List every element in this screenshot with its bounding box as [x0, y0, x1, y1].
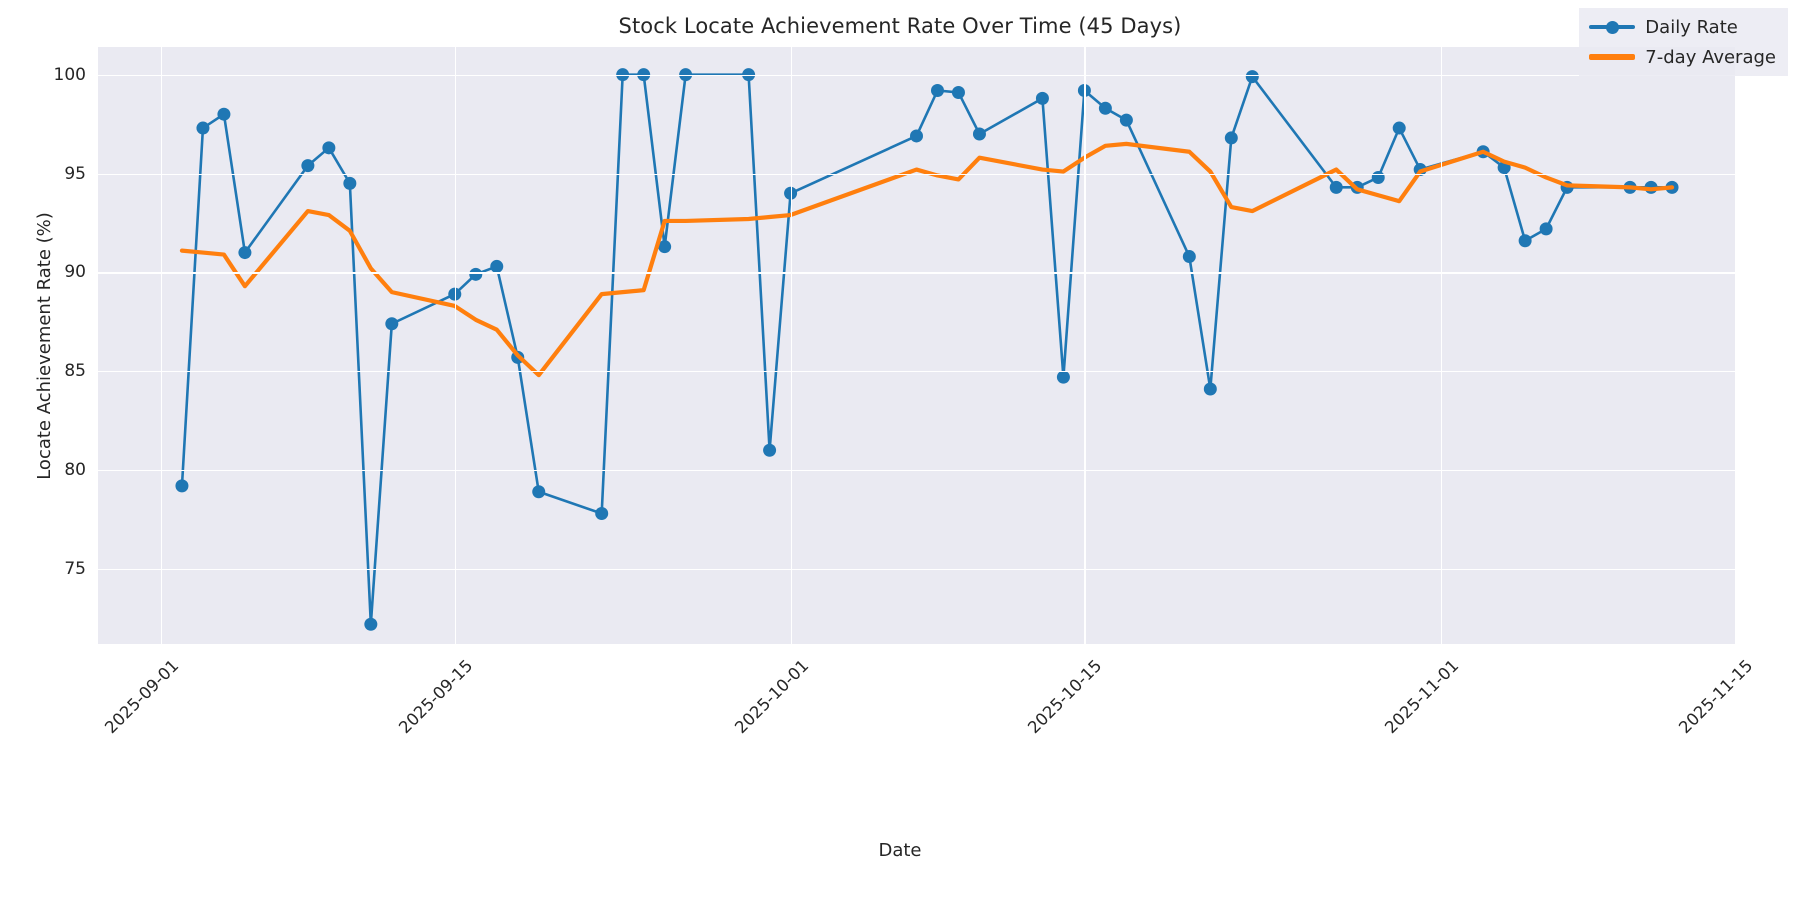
legend-label-daily-rate: Daily Rate: [1645, 16, 1738, 38]
legend-item-daily-rate[interactable]: Daily Rate: [1589, 16, 1776, 38]
data-point: [301, 159, 315, 173]
y-tick-label-80: 80: [64, 460, 86, 481]
legend-swatch-daily-rate: [1589, 18, 1636, 36]
data-point: [972, 127, 986, 141]
gridline-horizontal-75: [98, 568, 1735, 571]
gridline-vertical-2025-10-15: [1084, 47, 1086, 644]
plot-area: [98, 47, 1735, 644]
y-tick-label-90: 90: [64, 262, 86, 283]
series-line: [180, 73, 1674, 626]
gridline-horizontal-95: [98, 173, 1735, 175]
gridline-vertical-2025-09-01: [160, 47, 163, 644]
data-point: [469, 267, 483, 281]
legend-item-7-day-average[interactable]: 7-day Average: [1589, 46, 1776, 68]
data-point: [1182, 250, 1196, 264]
data-point: [658, 240, 672, 254]
y-tick-label-85: 85: [64, 361, 86, 382]
legend-swatch-7-day-average: [1589, 48, 1636, 66]
data-point: [1056, 370, 1070, 384]
data-point: [1329, 180, 1343, 194]
x-tick-label-2025-09-01: 2025-09-01: [101, 656, 183, 738]
chart-title: Stock Locate Achievement Rate Over Time …: [618, 14, 1182, 38]
x-tick-label-2025-10-15: 2025-10-15: [1024, 656, 1106, 738]
data-point: [1224, 131, 1238, 145]
data-point: [490, 259, 504, 273]
plot-lines: [175, 68, 1679, 631]
data-point: [1203, 382, 1217, 396]
data-point: [343, 176, 357, 190]
data-point: [1539, 222, 1553, 236]
gridline-horizontal-80: [98, 470, 1735, 472]
gridline-horizontal-100: [98, 74, 1735, 76]
data-point: [1245, 70, 1259, 84]
series-7-day-average: [179, 141, 1675, 378]
legend-label-7-day-average: 7-day Average: [1645, 46, 1776, 68]
data-point: [322, 141, 336, 155]
gridline-horizontal-85: [98, 371, 1735, 373]
gridline-vertical-2025-10-01: [790, 47, 792, 644]
data-point: [385, 317, 399, 331]
data-point: [1098, 101, 1112, 115]
data-point: [175, 479, 189, 493]
x-tick-label-2025-11-15: 2025-11-15: [1675, 656, 1757, 738]
y-tick-label-75: 75: [64, 558, 86, 579]
data-point: [196, 121, 210, 135]
gridline-horizontal-90: [98, 272, 1735, 274]
y-axis-label: Locate Achievement Rate (%): [34, 211, 55, 480]
y-tick-label-100: 100: [53, 64, 86, 85]
x-tick-label-2025-10-01: 2025-10-01: [730, 656, 812, 738]
x-axis-label: Date: [878, 840, 922, 861]
y-tick-label-95: 95: [64, 163, 86, 184]
data-point: [1119, 113, 1133, 127]
data-point: [1035, 91, 1049, 105]
data-point: [238, 246, 252, 260]
series-line: [179, 141, 1675, 378]
gridline-vertical-2025-09-15: [454, 47, 457, 644]
x-tick-label-2025-11-01: 2025-11-01: [1381, 656, 1463, 738]
data-point: [595, 507, 609, 521]
chart-legend: Daily Rate 7-day Average: [1579, 8, 1788, 76]
data-point: [930, 83, 944, 97]
gridline-vertical-2025-11-01: [1441, 47, 1443, 644]
data-point: [1518, 234, 1532, 248]
data-point: [951, 85, 965, 99]
data-point: [532, 485, 546, 499]
data-point: [1392, 121, 1406, 135]
data-point: [217, 107, 231, 121]
x-tick-label-2025-09-15: 2025-09-15: [394, 656, 477, 738]
data-point: [364, 617, 378, 631]
data-point: [763, 443, 777, 457]
series-daily-rate: [175, 68, 1679, 631]
data-point: [910, 129, 923, 143]
